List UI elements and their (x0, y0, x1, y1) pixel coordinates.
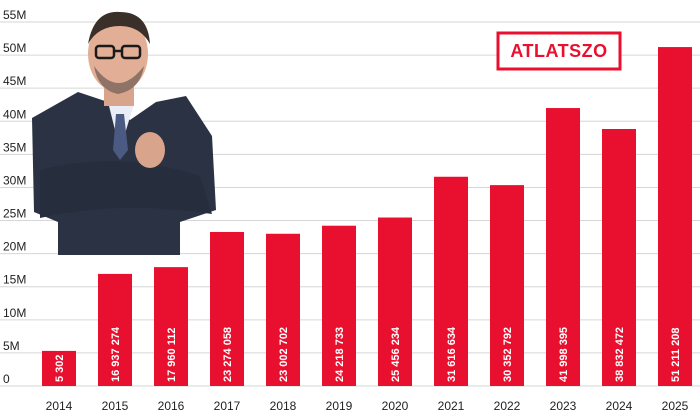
y-tick-label: 25M (3, 207, 26, 221)
portrait-photo (32, 11, 216, 255)
bar-value-label: 51 211 208 (670, 328, 682, 382)
logo-text: ATLATSZO (510, 41, 607, 61)
x-tick-label: 2017 (214, 399, 241, 413)
head-shape (88, 16, 148, 92)
x-tick-label: 2021 (438, 399, 465, 413)
bar-value-label: 23 274 058 (222, 327, 234, 382)
x-tick-label: 2020 (382, 399, 409, 413)
bar-2014 (42, 350, 76, 386)
bar-2022 (490, 185, 524, 386)
x-axis-ticks: 2014 2015 2016 2017 2018 2019 2020 2021 2022 2023… (46, 399, 689, 413)
bar-value-label: 31 616 634 (446, 326, 458, 382)
bar-2017 (210, 231, 244, 386)
bar-2023 (546, 108, 580, 386)
arms-shape (40, 161, 212, 218)
bars: 5 302 915 16 937 274 17 960 112 23 274 058 2… (42, 47, 692, 386)
glasses-icon (94, 44, 142, 60)
x-tick-label: 2019 (326, 399, 353, 413)
bar-value-label: 30 352 792 (502, 327, 514, 382)
x-tick-label: 2024 (606, 399, 633, 413)
x-tick-label: 2018 (270, 399, 297, 413)
y-axis-ticks: 0 5M 10M 15M 20M 25M 30M 35M 40M 45M 50M 55M (3, 8, 26, 386)
hand-shape (135, 132, 165, 168)
y-tick-label: 20M (3, 240, 26, 254)
x-tick-label: 2014 (46, 399, 73, 413)
bar-2020 (378, 217, 412, 386)
tie-shape (113, 114, 128, 160)
x-tick-label: 2023 (550, 399, 577, 413)
bar-2024 (602, 128, 636, 386)
y-tick-label: 35M (3, 140, 26, 154)
bar-value-label: 23 002 702 (278, 327, 290, 382)
x-tick-label: 2025 (662, 399, 689, 413)
bar-2018 (266, 233, 300, 386)
y-tick-label: 55M (3, 8, 26, 22)
bar-2016 (154, 267, 188, 386)
bar-2019 (322, 225, 356, 386)
x-tick-label: 2015 (102, 399, 129, 413)
bar-value-label: 16 937 274 (110, 326, 122, 382)
atlatszo-logo: ATLATSZO (496, 31, 622, 71)
y-tick-label: 5M (3, 339, 20, 353)
x-tick-label: 2022 (494, 399, 521, 413)
hair-shape (88, 11, 150, 44)
y-tick-label: 40M (3, 107, 26, 121)
y-tick-label: 45M (3, 74, 26, 88)
bar-2025 (658, 47, 692, 386)
bar-value-label: 38 832 472 (614, 327, 626, 382)
bar-value-label: 17 960 112 (166, 328, 178, 382)
bar-value-label: 25 456 234 (390, 326, 402, 382)
bar-value-label: 5 302 915 (54, 333, 66, 382)
bar-2015 (98, 273, 132, 386)
y-tick-label: 50M (3, 41, 26, 55)
y-tick-label: 10M (3, 306, 26, 320)
bar-value-label: 24 218 733 (334, 327, 346, 382)
y-tick-label: 0 (3, 372, 10, 386)
x-tick-label: 2016 (158, 399, 185, 413)
beard-shape (94, 66, 144, 94)
y-tick-label: 15M (3, 273, 26, 287)
bar-value-label: 41 998 395 (558, 327, 570, 382)
bar-2021 (434, 176, 468, 386)
y-tick-label: 30M (3, 173, 26, 187)
